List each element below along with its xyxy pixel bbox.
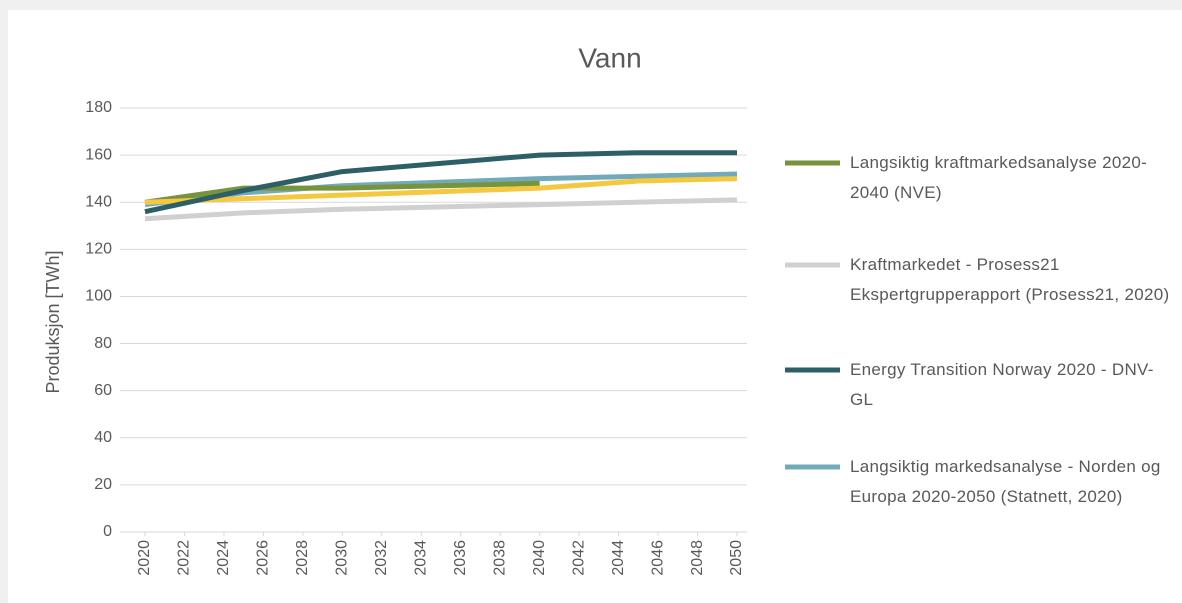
x-tick-label: 2038 — [491, 540, 508, 576]
x-tick-label: 2050 — [728, 540, 745, 576]
x-tick-label: 2036 — [452, 540, 469, 576]
x-tick-label: 2022 — [176, 540, 193, 576]
x-tick-label: 2048 — [689, 540, 706, 576]
x-tick-label: 2024 — [215, 540, 232, 576]
x-tick-label: 2034 — [412, 540, 429, 576]
y-axis-label: Produksjon [TWh] — [43, 250, 63, 393]
series-line — [144, 197, 738, 222]
x-tick-label: 2028 — [294, 540, 311, 576]
legend-label: Energy Transition Norway 2020 - DNV-GL — [850, 360, 1154, 409]
chart-panel: Vann Produksjon [TWh] 0 20 40 60 80 100 120 140… — [8, 10, 1182, 603]
y-tick-label: 60 — [94, 382, 112, 399]
y-tick-label: 20 — [94, 476, 112, 493]
x-tick-label: 2044 — [610, 540, 627, 576]
y-tick-label: 40 — [94, 429, 112, 446]
y-tick-label: 120 — [85, 241, 112, 258]
y-tick-label: 140 — [85, 193, 112, 210]
chart-title: Vann — [578, 42, 641, 73]
y-tick-label: 160 — [85, 146, 112, 163]
chart: Vann Produksjon [TWh] 020406080100120140… — [43, 42, 840, 576]
y-tick-label: 180 — [85, 99, 112, 116]
x-tick-label: 2030 — [334, 540, 351, 576]
y-tick-label: 100 — [85, 288, 112, 305]
legend-label: Kraftmarkedet - Prosess21 Ekspertgrupper… — [850, 255, 1170, 304]
legend-label: Langsiktig markedsanalyse - Norden og Eu… — [850, 457, 1161, 506]
x-tick-label: 2020 — [136, 540, 153, 576]
x-tick-label: 2026 — [255, 540, 272, 576]
y-tick-label: 80 — [94, 335, 112, 352]
x-tick-label: 2032 — [373, 540, 390, 576]
x-tick-label: 2040 — [531, 540, 548, 576]
y-tick-label: 0 — [103, 523, 112, 540]
series-line — [144, 180, 540, 205]
series-line — [144, 176, 738, 205]
x-tick-label: 2046 — [649, 540, 666, 576]
x-tick-label: 2042 — [570, 540, 587, 576]
legend-label: Langsiktig kraftmarkedsanalyse 2020-2040… — [850, 153, 1148, 202]
series-line — [144, 150, 737, 215]
